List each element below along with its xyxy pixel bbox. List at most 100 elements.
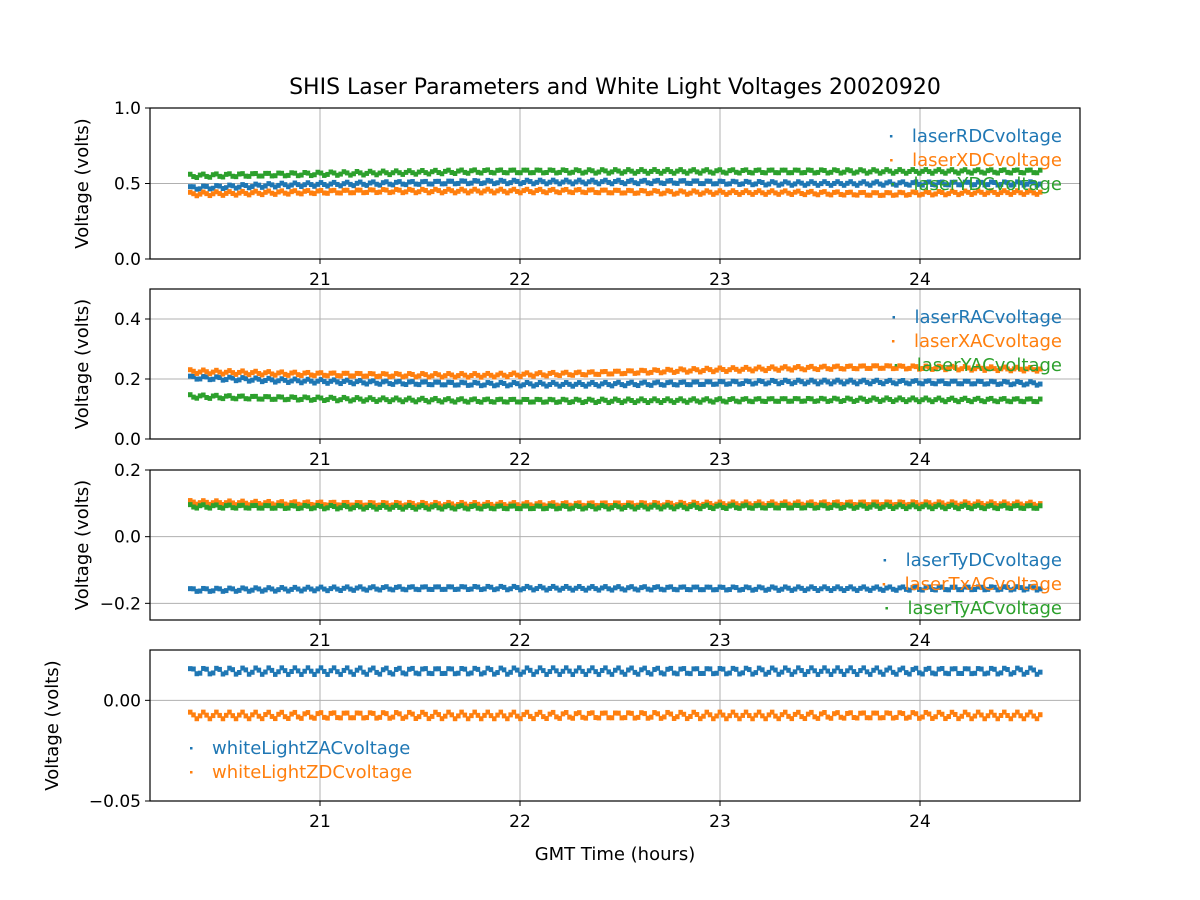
data-point — [956, 399, 961, 405]
data-point — [969, 182, 974, 188]
data-point — [560, 179, 566, 185]
data-point — [890, 502, 896, 508]
data-point — [724, 399, 729, 405]
data-point — [214, 709, 219, 715]
data-point — [534, 503, 540, 509]
data-point — [792, 502, 798, 508]
data-point — [714, 168, 719, 174]
data-point — [845, 363, 850, 369]
data-point — [796, 188, 801, 194]
data-point — [524, 665, 530, 671]
data-point — [982, 502, 987, 508]
data-point — [266, 709, 271, 715]
data-point — [400, 181, 405, 187]
data-point — [312, 715, 317, 721]
data-point — [449, 584, 455, 590]
data-point — [969, 587, 974, 593]
data-point — [456, 504, 461, 510]
data-point — [465, 503, 471, 509]
data-point — [917, 506, 922, 512]
data-point — [312, 588, 317, 594]
data-point — [495, 372, 500, 378]
data-point — [720, 379, 726, 385]
data-point — [907, 192, 912, 198]
data-point — [338, 183, 343, 189]
data-point — [354, 370, 360, 376]
data-point — [1011, 503, 1017, 509]
data-point — [322, 502, 327, 508]
data-point — [943, 716, 948, 722]
data-point — [894, 714, 899, 720]
data-point — [305, 188, 311, 194]
data-point — [508, 669, 513, 675]
data-point — [714, 181, 719, 187]
data-point — [773, 713, 778, 719]
data-point — [691, 499, 696, 505]
data-point — [403, 381, 409, 387]
data-point — [1002, 364, 1007, 370]
data-point — [273, 505, 278, 511]
data-point — [753, 396, 759, 402]
data-point — [933, 381, 938, 387]
data-point — [903, 586, 909, 592]
data-point — [410, 371, 415, 377]
data-point — [818, 189, 824, 195]
data-point — [505, 374, 510, 380]
data-point — [694, 504, 700, 510]
data-point — [684, 506, 690, 512]
data-point — [475, 505, 481, 511]
data-point — [711, 369, 716, 375]
data-point — [920, 168, 925, 174]
data-point — [544, 671, 549, 677]
data-point — [756, 502, 762, 508]
data-point — [577, 380, 582, 386]
data-point — [577, 187, 582, 193]
data-point — [982, 182, 987, 188]
data-point — [188, 189, 193, 195]
data-point — [331, 665, 337, 671]
data-point — [694, 666, 700, 672]
data-point — [988, 167, 994, 173]
data-point — [871, 180, 876, 186]
data-point — [1031, 501, 1036, 507]
data-point — [773, 378, 778, 384]
data-point — [645, 170, 651, 176]
data-point — [335, 379, 340, 385]
data-point — [531, 506, 536, 512]
data-point — [1034, 505, 1040, 511]
data-point — [890, 380, 896, 386]
data-point — [779, 189, 785, 195]
data-point — [210, 588, 216, 594]
data-point — [472, 371, 477, 377]
data-point — [276, 182, 281, 188]
data-point — [289, 503, 294, 509]
data-point — [197, 369, 203, 375]
data-point — [665, 709, 670, 715]
data-point — [861, 584, 866, 590]
data-point — [884, 710, 889, 716]
data-point — [956, 716, 961, 722]
data-point — [577, 177, 582, 183]
data-point — [766, 503, 772, 509]
data-point — [197, 393, 203, 399]
data-point — [429, 671, 435, 677]
data-point — [599, 179, 605, 185]
data-point — [897, 502, 902, 508]
y-tick-label: 0.0 — [114, 528, 141, 548]
data-point — [854, 182, 860, 188]
data-point — [188, 502, 193, 508]
data-point — [632, 382, 638, 388]
data-point — [563, 583, 569, 589]
data-point — [485, 503, 490, 509]
data-point — [318, 187, 324, 193]
data-point — [897, 180, 902, 186]
data-point — [894, 169, 899, 175]
data-point — [371, 504, 376, 510]
data-point — [675, 587, 680, 593]
data-point — [897, 167, 902, 173]
data-point — [478, 503, 484, 509]
data-point — [822, 377, 827, 383]
data-point — [259, 192, 265, 198]
data-point — [374, 172, 379, 178]
data-point — [312, 191, 317, 197]
